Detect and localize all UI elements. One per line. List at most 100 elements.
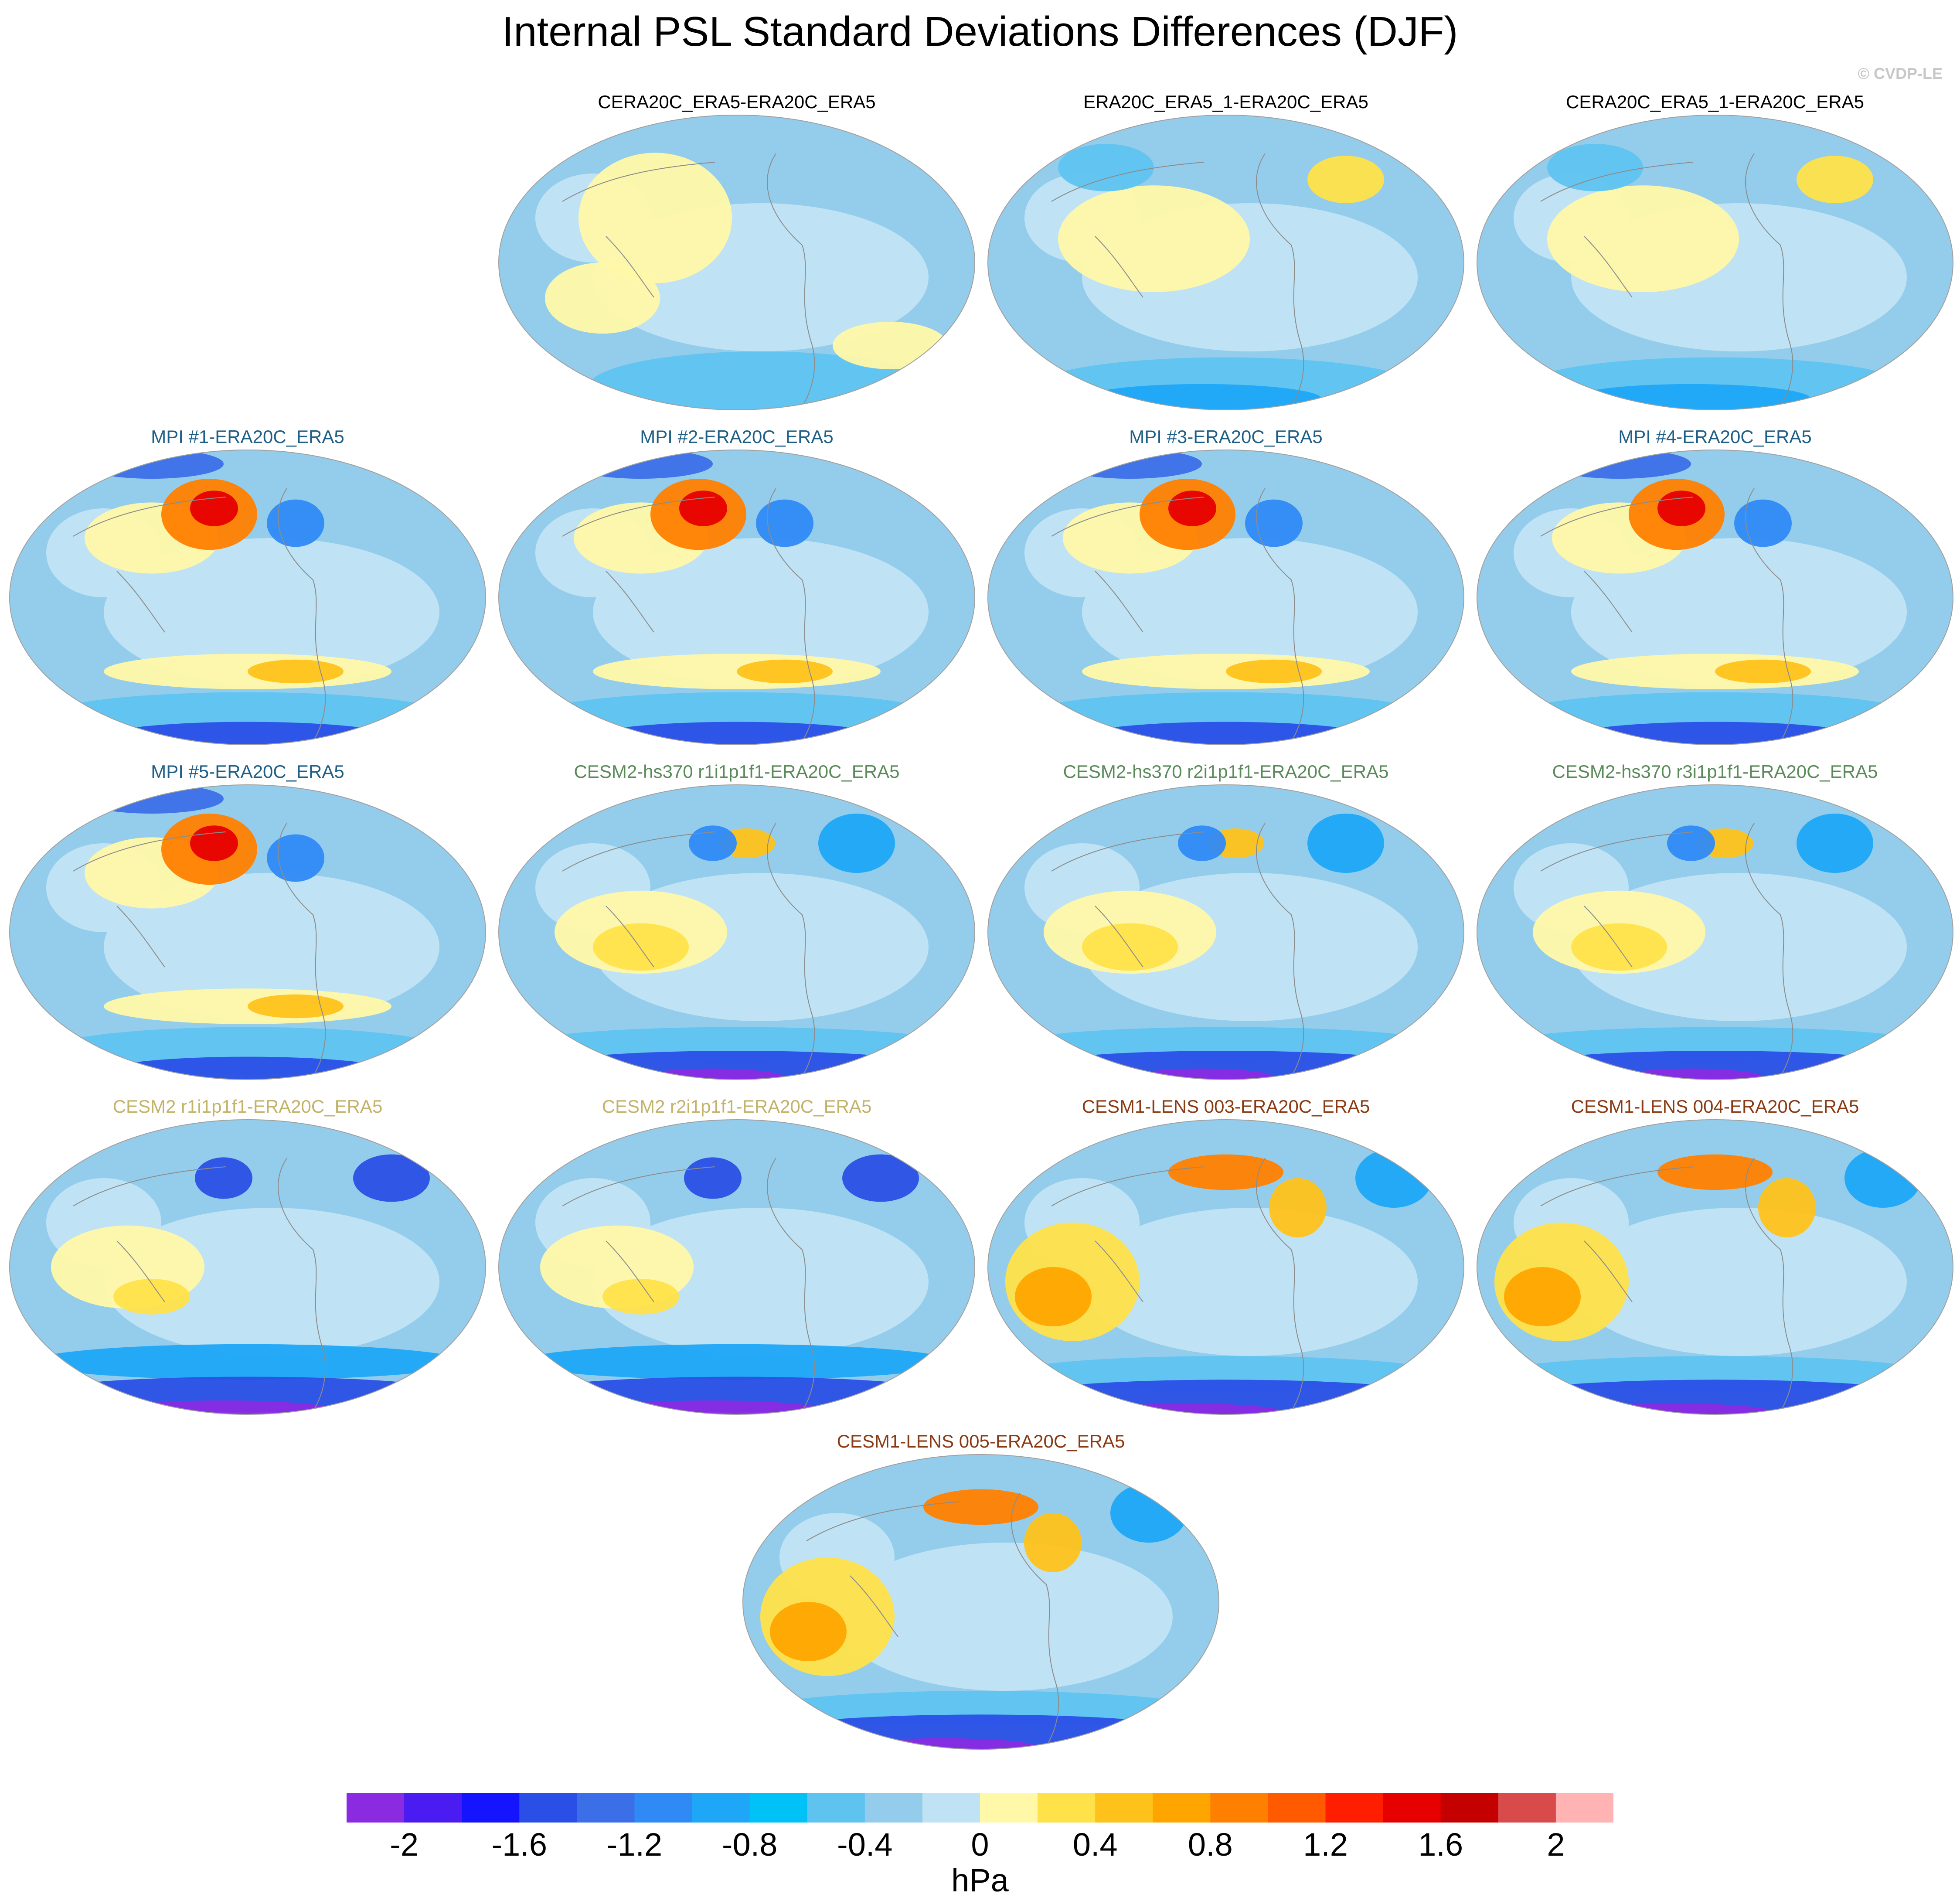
colorbar-swatch: [1210, 1793, 1268, 1823]
coastline: [1540, 488, 1793, 742]
global-map: [987, 784, 1464, 1080]
global-map: [987, 1119, 1464, 1415]
global-map: [1477, 115, 1953, 410]
anomaly-region: [80, 785, 224, 814]
anomaly-region: [833, 322, 948, 369]
colorbar-swatch: [692, 1793, 750, 1823]
global-map: [1477, 450, 1953, 745]
map-panel: CESM2-hs370 r3i1p1f1-ERA20C_ERA5: [1475, 761, 1955, 1084]
colorbar: [347, 1793, 1613, 1823]
map-panel: ERA20C_ERA5_1-ERA20C_ERA5: [986, 92, 1466, 414]
anomaly-region: [248, 994, 344, 1019]
anomaly-region: [248, 659, 344, 684]
map-panel: CESM2 r2i1p1f1-ERA20C_ERA5: [497, 1096, 977, 1419]
map-panel: MPI #5-ERA20C_ERA5: [8, 761, 487, 1084]
coastline: [1540, 823, 1793, 1077]
anomaly-region: [1797, 156, 1873, 203]
colorbar-tick-label: 0.8: [1188, 1826, 1233, 1863]
coastline: [1051, 153, 1304, 407]
anomaly-region: [923, 1489, 1038, 1525]
global-map: [1477, 1119, 1953, 1415]
panel-title: MPI #3-ERA20C_ERA5: [1129, 426, 1323, 447]
coastline: [73, 1158, 326, 1411]
anomaly-region: [1734, 499, 1792, 547]
map-panel: CESM2-hs370 r1i1p1f1-ERA20C_ERA5: [497, 761, 977, 1084]
anomaly-region: [353, 1154, 430, 1202]
panel-title: CERA20C_ERA5_1-ERA20C_ERA5: [1566, 92, 1864, 112]
global-map: [9, 1119, 486, 1415]
panel-title: CESM2-hs370 r1i1p1f1-ERA20C_ERA5: [574, 761, 900, 782]
colorbar-swatch: [1268, 1793, 1326, 1823]
coastline: [73, 488, 326, 742]
anomaly-region: [190, 491, 238, 526]
map-panel: CESM1-LENS 005-ERA20C_ERA5: [741, 1431, 1221, 1754]
panel-title: CESM1-LENS 004-ERA20C_ERA5: [1571, 1096, 1859, 1117]
anomaly-region: [842, 1154, 919, 1202]
panel-title: MPI #5-ERA20C_ERA5: [151, 761, 344, 782]
anomaly-region: [1168, 1154, 1283, 1190]
anomaly-region: [1058, 185, 1250, 292]
global-map: [1477, 784, 1953, 1080]
panel-title: CESM1-LENS 003-ERA20C_ERA5: [1082, 1096, 1370, 1117]
coastline: [1051, 1158, 1304, 1411]
panel-title: CESM1-LENS 005-ERA20C_ERA5: [837, 1431, 1125, 1451]
colorbar-swatch: [577, 1793, 635, 1823]
anomaly-region: [1269, 1178, 1327, 1237]
global-map: [9, 784, 486, 1080]
anomaly-region: [1245, 499, 1303, 547]
anomaly-region: [113, 1279, 190, 1315]
colorbar-units: hPa: [951, 1862, 1009, 1898]
anomaly-region: [195, 1157, 252, 1199]
colorbar-swatch: [1498, 1793, 1556, 1823]
coastline: [562, 488, 815, 742]
anomaly-region: [1715, 659, 1811, 684]
coastline: [562, 153, 815, 407]
anomaly-region: [737, 659, 833, 684]
anomaly-region: [190, 825, 238, 861]
map-panel: CESM2-hs370 r2i1p1f1-ERA20C_ERA5: [986, 761, 1466, 1084]
panel-title: CESM2 r1i1p1f1-ERA20C_ERA5: [112, 1096, 383, 1117]
global-map: [498, 1119, 975, 1415]
colorbar-swatch: [864, 1793, 923, 1823]
anomaly-region: [545, 262, 660, 334]
global-map: [987, 450, 1464, 745]
colorbar-swatch: [347, 1793, 405, 1823]
anomaly-region: [1571, 923, 1667, 971]
anomaly-region: [1024, 1513, 1082, 1572]
anomaly-region: [1657, 491, 1705, 526]
watermark-text: © CVDP-LE: [1858, 65, 1943, 82]
coastline: [1540, 1158, 1793, 1411]
panel-title: CESM2-hs370 r3i1p1f1-ERA20C_ERA5: [1552, 761, 1878, 782]
panel-title: MPI #2-ERA20C_ERA5: [640, 426, 834, 447]
colorbar-swatch: [922, 1793, 980, 1823]
map-panel: CESM1-LENS 003-ERA20C_ERA5: [986, 1096, 1466, 1419]
colorbar-swatch: [1153, 1793, 1211, 1823]
anomaly-region: [1844, 1148, 1921, 1208]
colorbar-swatch: [519, 1793, 577, 1823]
anomaly-region: [32, 1344, 463, 1380]
coastline: [1540, 153, 1793, 407]
anomaly-region: [953, 322, 972, 346]
panel-title: MPI #1-ERA20C_ERA5: [151, 426, 344, 447]
map-panel: MPI #1-ERA20C_ERA5: [8, 426, 487, 749]
anomaly-region: [602, 1279, 679, 1315]
anomaly-region: [770, 1602, 847, 1661]
colorbar-swatch: [1555, 1793, 1613, 1823]
anomaly-region: [1504, 1267, 1581, 1326]
panel-title: MPI #4-ERA20C_ERA5: [1618, 426, 1812, 447]
anomaly-region: [1797, 814, 1873, 873]
panel-title: ERA20C_ERA5_1-ERA20C_ERA5: [1083, 92, 1368, 112]
global-map: [498, 115, 975, 410]
anomaly-region: [267, 834, 324, 882]
colorbar-tick-label: -1.6: [491, 1826, 548, 1863]
colorbar-swatch: [1440, 1793, 1499, 1823]
anomaly-region: [267, 499, 324, 547]
anomaly-region: [1547, 185, 1739, 292]
anomaly-region: [1547, 144, 1643, 191]
anomaly-region: [756, 499, 813, 547]
anomaly-region: [1758, 1178, 1816, 1237]
figure-title: Internal PSL Standard Deviations Differe…: [502, 8, 1458, 55]
colorbar-tick-label: -0.4: [837, 1826, 893, 1863]
map-panel: CERA20C_ERA5_1-ERA20C_ERA5: [1475, 92, 1955, 414]
colorbar-tick-label: -0.8: [721, 1826, 778, 1863]
